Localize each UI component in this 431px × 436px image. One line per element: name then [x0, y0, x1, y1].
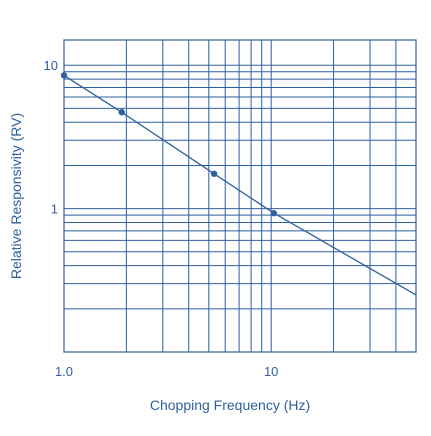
y-axis-title: Relative Responsivity (RV) — [8, 113, 24, 279]
y-tick-label: 10 — [44, 58, 58, 73]
plot-frame — [63, 39, 417, 353]
data-point — [270, 209, 278, 217]
y-tick-label: 1 — [51, 202, 58, 217]
tick-labels: 1.0 10 10 1 — [44, 58, 279, 379]
x-tick-label: 10 — [264, 364, 278, 379]
data-point — [210, 170, 218, 177]
data-point — [60, 72, 68, 79]
data-point — [118, 109, 125, 116]
x-axis-title: Chopping Frequency (Hz) — [150, 397, 310, 413]
series-layer — [60, 72, 417, 296]
x-tick-label: 1.0 — [55, 364, 73, 379]
grid — [64, 40, 416, 352]
